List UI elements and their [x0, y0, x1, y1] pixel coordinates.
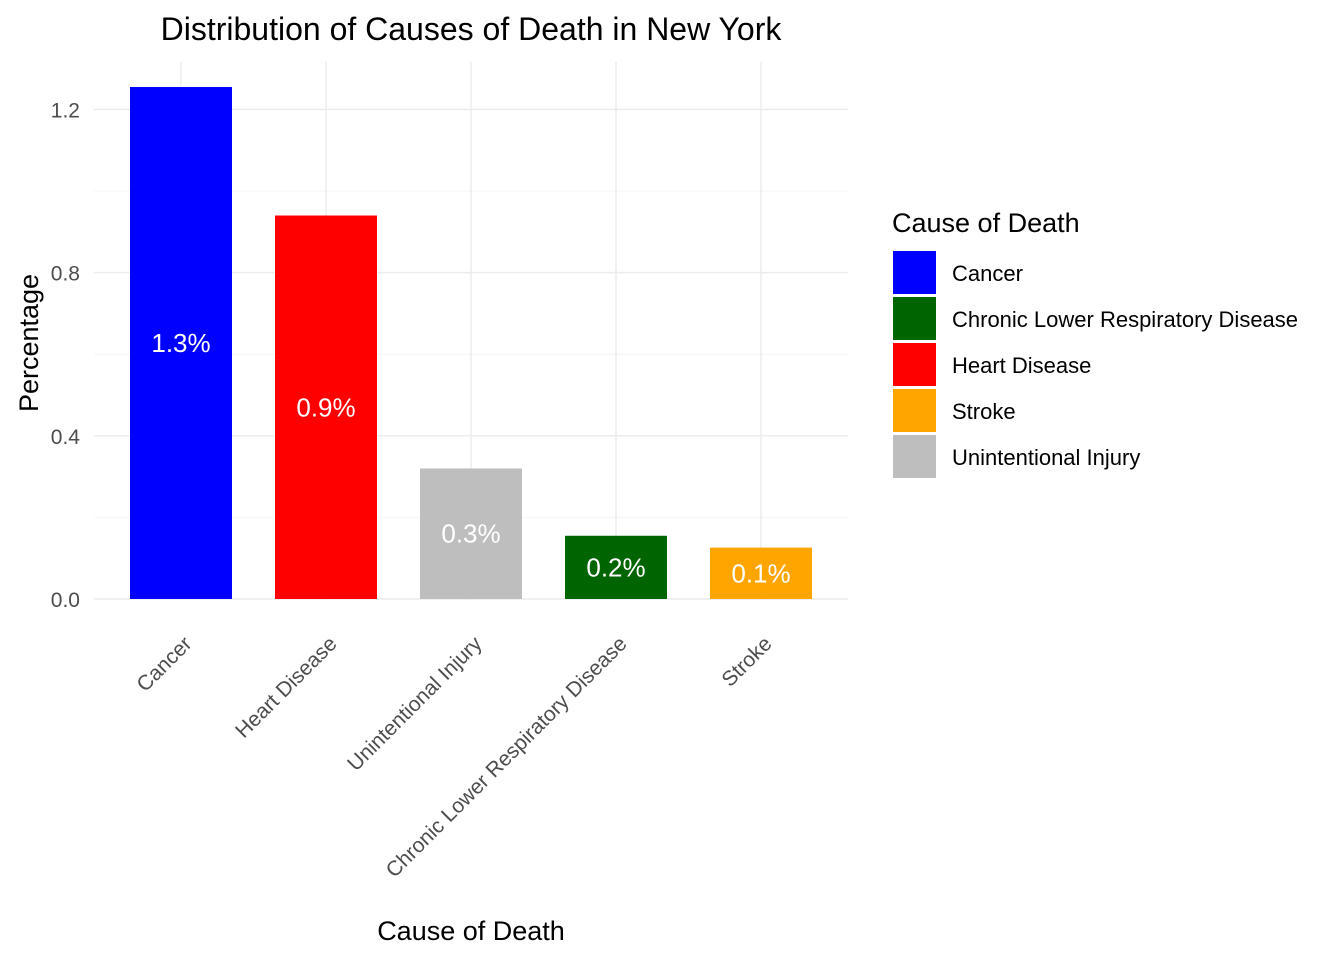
- legend-title: Cause of Death: [892, 208, 1080, 238]
- legend-label: Heart Disease: [952, 353, 1091, 378]
- chart-title: Distribution of Causes of Death in New Y…: [161, 11, 783, 47]
- bar-value-label: 0.3%: [441, 519, 500, 549]
- bar-value-label: 0.9%: [296, 392, 355, 422]
- legend-label: Stroke: [952, 399, 1016, 424]
- legend-key: [893, 297, 936, 340]
- legend-key: [893, 251, 936, 294]
- legend-key: [893, 389, 936, 432]
- x-axis: Cancer Heart Disease Unintentional InjuryC…: [132, 632, 776, 882]
- legend-label: Cancer: [952, 261, 1023, 286]
- y-tick-label: 0.4: [51, 426, 81, 449]
- bar-cancer: [130, 87, 232, 599]
- bar-heart-disease: [275, 215, 377, 600]
- y-tick-label: 0.0: [51, 589, 80, 612]
- x-tick-label: Cancer: [132, 632, 196, 696]
- bar-stroke: [710, 547, 812, 599]
- x-tick-label: Chronic Lower Respiratory Disease: [382, 632, 632, 882]
- legend: Cause of Death Cancer Chronic Lower Respi…: [892, 208, 1298, 478]
- bar-value-label: 0.1%: [731, 558, 790, 588]
- bar-value-labels: 1.3% 0.9% 0.3% 0.2% 0.1%: [151, 328, 790, 588]
- legend-key: [893, 343, 936, 386]
- x-tick-label: Stroke: [717, 632, 776, 691]
- y-axis-title: Percentage: [14, 274, 44, 412]
- x-tick-label: Heart Disease: [231, 632, 341, 742]
- y-tick-label: 1.2: [51, 99, 80, 122]
- legend-key: [893, 435, 936, 478]
- y-axis: 0.0 0.4 0.8 1.2: [51, 99, 81, 612]
- bar-value-label: 0.2%: [586, 552, 645, 582]
- legend-label: Unintentional Injury: [952, 445, 1140, 470]
- legend-label: Chronic Lower Respiratory Disease: [952, 307, 1298, 332]
- x-axis-title: Cause of Death: [377, 916, 565, 946]
- bar-value-label: 1.3%: [151, 328, 210, 358]
- y-tick-label: 0.8: [51, 263, 80, 286]
- bar-chronic-lower-respiratory-disease: [565, 535, 667, 599]
- x-tick-label: Unintentional Injury: [343, 632, 487, 776]
- bar-unintentional-injury: [420, 468, 522, 599]
- bars: [130, 87, 812, 600]
